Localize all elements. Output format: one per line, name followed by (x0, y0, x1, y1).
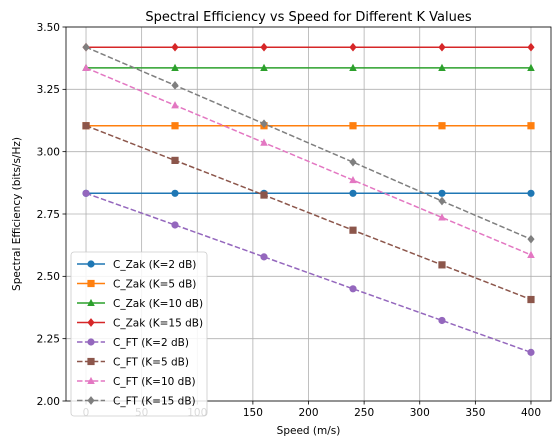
legend-label: C_Zak (K=15 dB) (113, 317, 203, 329)
legend-marker (87, 396, 95, 405)
series-8 (82, 42, 535, 244)
y-axis-label: Spectral Efficiency (bits/s/Hz) (11, 137, 23, 291)
legend-label: C_FT (K=10 dB) (113, 376, 196, 388)
series-line (85, 46, 532, 240)
data-point (527, 189, 535, 197)
data-point (349, 189, 357, 197)
data-point (260, 191, 268, 199)
data-point (171, 221, 179, 229)
y-tick-label: 2.75 (37, 209, 60, 221)
legend: C_Zak (K=2 dB) C_Zak (K=5 dB) C_Zak (K=10 … (70, 251, 208, 417)
series-layer (82, 42, 535, 356)
data-point (349, 157, 357, 167)
data-point (349, 175, 357, 184)
data-point (82, 122, 90, 130)
data-point (527, 63, 535, 71)
series-6 (82, 122, 535, 304)
data-point (82, 63, 90, 71)
data-point (171, 189, 179, 197)
x-tick-label: 150 (243, 407, 263, 419)
data-point (438, 189, 446, 197)
series-line (85, 125, 532, 301)
legend-label: C_Zak (K=5 dB) (113, 278, 196, 290)
x-tick-label: 350 (465, 407, 485, 419)
legend-label: C_FT (K=5 dB) (113, 356, 189, 368)
data-point (527, 234, 535, 244)
data-point (527, 348, 535, 356)
data-point (438, 196, 446, 206)
legend-item: C_Zak (K=2 dB) (77, 259, 196, 271)
data-point (260, 63, 268, 71)
data-point (438, 261, 446, 269)
chart-title: Spectral Efficiency vs Speed for Differe… (145, 10, 472, 25)
x-tick-label: 300 (410, 407, 430, 419)
data-point (260, 138, 268, 146)
data-point (171, 63, 179, 71)
legend-marker (87, 357, 95, 366)
legend-item: C_FT (K=15 dB) (77, 395, 196, 407)
data-point (349, 122, 357, 130)
data-point (82, 189, 90, 197)
data-point (438, 122, 446, 130)
data-point (349, 226, 357, 234)
y-tick-label: 2.50 (37, 271, 60, 283)
x-tick-label: 400 (521, 407, 541, 419)
data-point (260, 42, 268, 52)
data-point (171, 156, 179, 164)
data-point (349, 42, 357, 52)
data-point (527, 42, 535, 52)
data-point (171, 81, 179, 90)
legend-box (70, 251, 208, 417)
data-point (349, 63, 357, 71)
y-tick-label: 3.25 (37, 84, 60, 96)
series-5 (82, 189, 535, 356)
legend-marker (87, 318, 95, 327)
legend-marker (87, 338, 95, 346)
x-tick-label: 200 (298, 407, 318, 419)
legend-item: C_Zak (K=5 dB) (77, 278, 196, 290)
y-tick-label: 3.00 (37, 146, 60, 158)
legend-marker (87, 376, 95, 385)
data-point (438, 63, 446, 71)
y-tick-label: 2.00 (37, 396, 60, 408)
legend-label: C_Zak (K=2 dB) (113, 259, 196, 271)
legend-item: C_FT (K=5 dB) (77, 356, 189, 368)
x-tick-label: 250 (354, 407, 374, 419)
data-point (438, 213, 446, 221)
data-point (349, 285, 357, 293)
data-point (527, 122, 535, 130)
data-point (171, 42, 179, 52)
legend-item: C_FT (K=2 dB) (77, 337, 189, 349)
legend-marker (87, 279, 95, 288)
data-point (527, 250, 535, 258)
data-point (171, 122, 179, 130)
data-point (260, 119, 268, 129)
series-7 (82, 63, 535, 258)
legend-item: C_Zak (K=15 dB) (77, 317, 203, 329)
data-point (260, 253, 268, 261)
x-axis-label: Speed (m/s) (277, 425, 341, 437)
legend-marker (87, 260, 95, 268)
y-tick-label: 3.50 (37, 22, 60, 34)
legend-label: C_FT (K=2 dB) (113, 337, 189, 349)
legend-label: C_FT (K=15 dB) (113, 395, 196, 407)
legend-item: C_FT (K=10 dB) (77, 376, 196, 388)
legend-marker (87, 298, 95, 307)
data-point (82, 42, 90, 52)
data-point (438, 316, 446, 325)
data-point (438, 42, 446, 52)
legend-item: C_Zak (K=10 dB) (77, 298, 203, 310)
legend-label: C_Zak (K=10 dB) (113, 298, 203, 310)
y-tick-label: 2.25 (37, 333, 60, 345)
series-line (85, 67, 532, 256)
data-point (527, 295, 535, 304)
data-point (171, 101, 179, 109)
